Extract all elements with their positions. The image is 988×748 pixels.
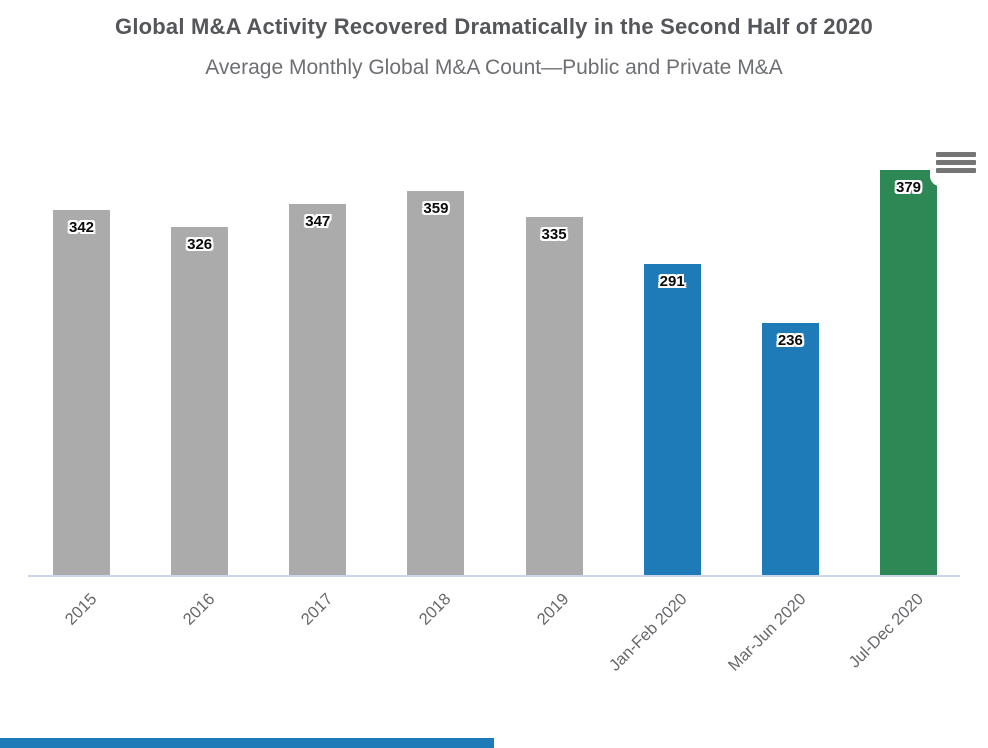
- bar-2018[interactable]: [407, 191, 465, 576]
- bar-value-label: 342: [68, 219, 95, 236]
- bar-value-label: 236: [777, 332, 803, 349]
- bar-2016[interactable]: [171, 227, 229, 576]
- bar-value-label: 326: [187, 236, 213, 253]
- bar-jul-dec-2020[interactable]: [879, 170, 937, 576]
- chart-context-menu-button[interactable]: [930, 144, 982, 186]
- x-axis-label: 2016: [179, 590, 219, 629]
- bar-value-label: 335: [541, 226, 567, 243]
- bar-value-label: 347: [305, 213, 331, 230]
- x-axis-label: 2018: [415, 590, 455, 629]
- bar-2019[interactable]: [525, 217, 583, 576]
- x-axis-label: Jul-Dec 2020: [845, 590, 928, 672]
- x-axis-line: [28, 575, 960, 577]
- chart-subtitle: Average Monthly Global M&A Count—Public …: [205, 56, 783, 79]
- chart-title: Global M&A Activity Recovered Dramatical…: [115, 14, 873, 39]
- bar-2015[interactable]: [53, 210, 110, 576]
- bar-2017[interactable]: [289, 204, 347, 576]
- hamburger-icon: [930, 152, 982, 173]
- bar-value-label: 379: [895, 179, 921, 196]
- bar-mar-jun-2020[interactable]: [761, 323, 819, 576]
- x-axis-label: Jan-Feb 2020: [606, 590, 691, 675]
- x-axis-label: Mar-Jun 2020: [724, 590, 810, 675]
- bar-value-label: 291: [659, 273, 685, 290]
- bar-value-label: 359: [423, 200, 449, 217]
- x-axis-label: 2017: [297, 590, 337, 629]
- bar-jan-feb-2020[interactable]: [643, 264, 701, 576]
- bottom-bar: [0, 738, 494, 748]
- x-axis-label: 2019: [534, 590, 573, 629]
- x-axis-label: 2015: [61, 590, 101, 629]
